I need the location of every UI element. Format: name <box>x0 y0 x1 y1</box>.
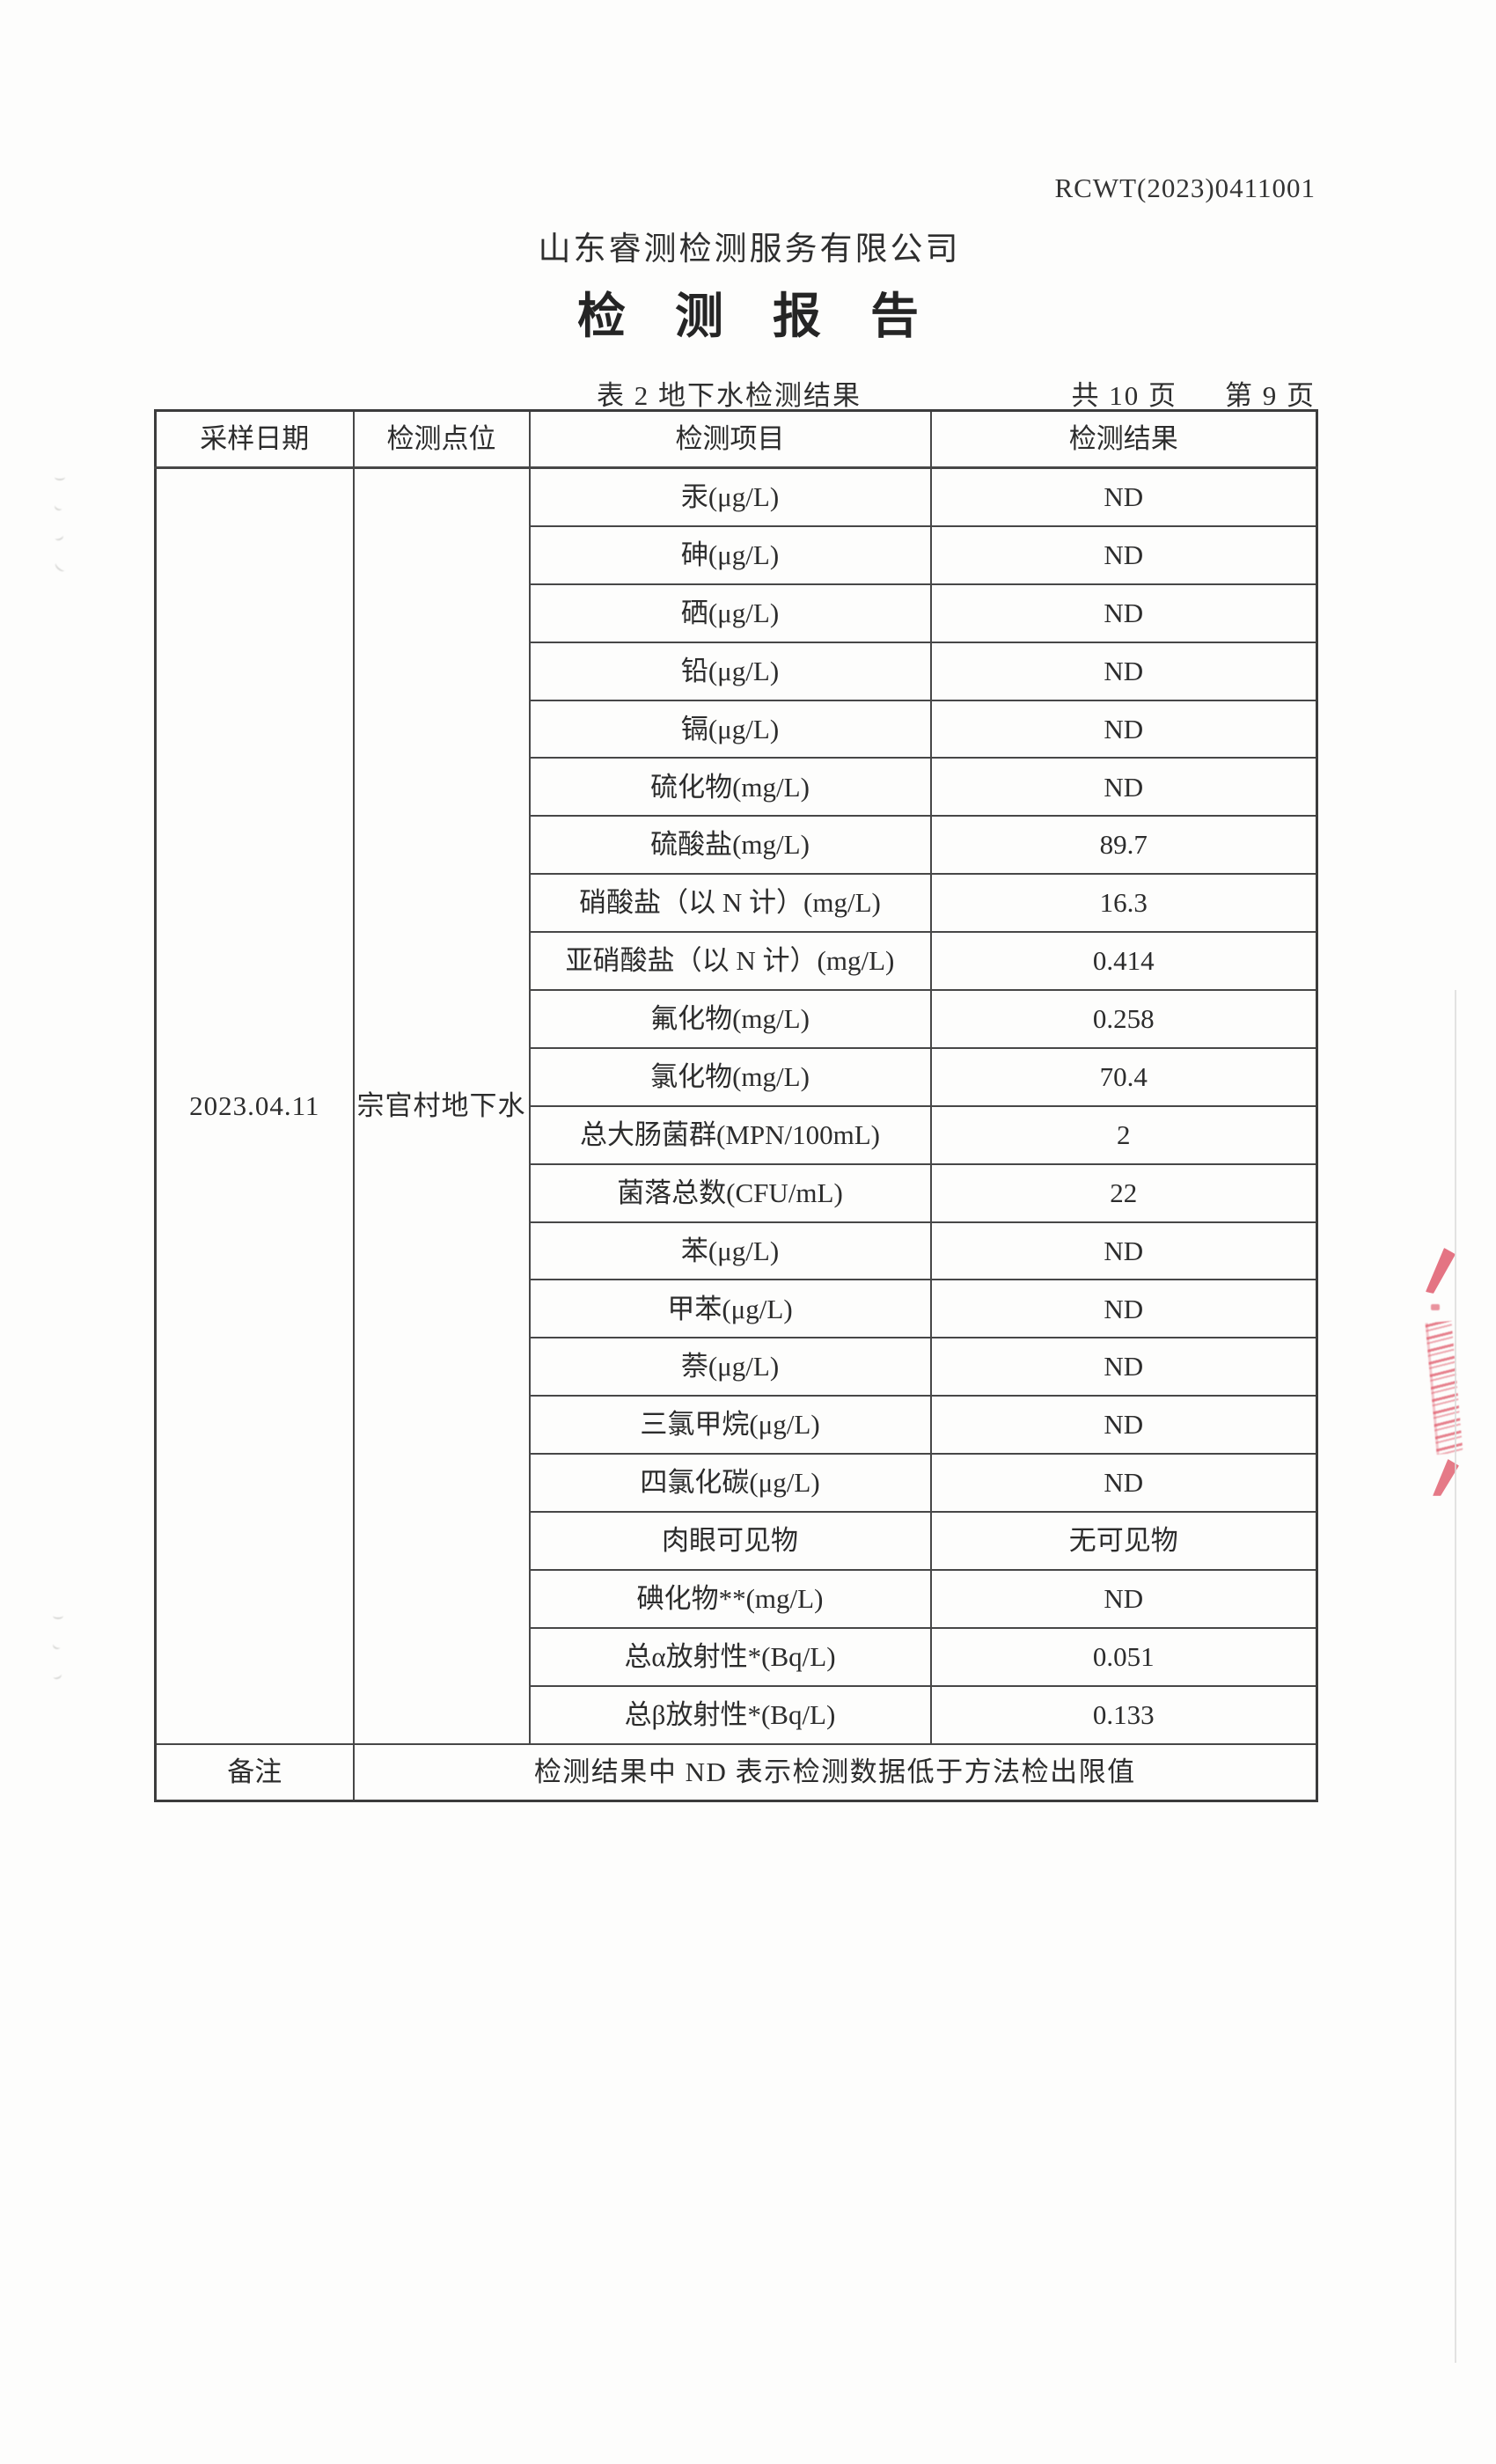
table-row: 三氯甲烷(μg/L) ND <box>156 1395 1318 1456</box>
sample-location-cell: 宗官村地下水 <box>352 466 531 1745</box>
test-item-cell: 四氯化碳(μg/L) <box>528 1453 932 1514</box>
note-row: 备注 检测结果中 ND 表示检测数据低于方法检出限值 <box>154 1742 1318 1802</box>
table-row: 铅(μg/L) ND <box>156 641 1318 701</box>
test-result-cell: 0.051 <box>929 1626 1318 1687</box>
test-result-cell: ND <box>929 583 1318 643</box>
test-item-cell: 硫酸盐(mg/L) <box>528 815 932 876</box>
table-row: 萘(μg/L) ND <box>156 1337 1318 1397</box>
scan-smudge-marks-lower <box>51 1612 63 1702</box>
red-stamp-dot <box>1431 1304 1440 1310</box>
test-item-cell: 萘(μg/L) <box>528 1337 932 1397</box>
table-row: 硫化物(mg/L) ND <box>156 757 1318 818</box>
table-row: 硒(μg/L) ND <box>156 583 1318 643</box>
test-item-cell: 三氯甲烷(μg/L) <box>528 1395 932 1456</box>
table-row: 亚硝酸盐（以 N 计）(mg/L) 0.414 <box>156 931 1318 992</box>
red-stamp-stroke-top <box>1426 1248 1456 1294</box>
test-item-cell: 砷(μg/L) <box>528 524 932 585</box>
scan-paper-edge-line <box>1455 990 1456 2363</box>
page-info: 共 10 页 第 9 页 <box>0 373 1316 413</box>
test-item-cell: 铅(μg/L) <box>528 641 932 701</box>
note-label-cell: 备注 <box>154 1742 355 1802</box>
test-item-cell: 镉(μg/L) <box>528 699 932 759</box>
test-result-cell: ND <box>929 1568 1318 1629</box>
table-row: 2023.04.11 宗官村地下水 汞(μg/L) ND <box>154 466 1318 1745</box>
table-row: 氯化物(mg/L) 70.4 <box>156 1046 1318 1107</box>
test-result-cell: ND <box>929 757 1318 818</box>
test-item-cell: 总β放射性*(Bq/L) <box>528 1684 932 1745</box>
table-caption: 表 2 地下水检测结果 <box>597 380 862 411</box>
test-result-cell: ND <box>929 1453 1318 1514</box>
test-result-cell: ND <box>929 1221 1318 1281</box>
table-row: 甲苯(μg/L) ND <box>156 1279 1318 1339</box>
header-test-result: 检测结果 <box>929 409 1318 469</box>
table-row: 氟化物(mg/L) 0.258 <box>156 989 1318 1049</box>
scan-smudge-marks-upper <box>53 473 68 593</box>
note-text-cell: 检测结果中 ND 表示检测数据低于方法检出限值 <box>352 1742 1318 1802</box>
header-sample-location: 检测点位 <box>352 409 531 469</box>
test-result-cell: ND <box>929 641 1318 701</box>
table-row: 硝酸盐（以 N 计）(mg/L) 16.3 <box>156 873 1318 934</box>
test-item-cell: 硒(μg/L) <box>528 583 932 643</box>
test-result-cell: ND <box>929 524 1318 585</box>
test-result-cell: 0.133 <box>929 1684 1318 1745</box>
test-item-cell: 汞(μg/L) <box>528 466 932 527</box>
header-sample-date: 采样日期 <box>154 409 355 469</box>
test-item-cell: 硫化物(mg/L) <box>528 757 932 818</box>
test-result-cell: 2 <box>929 1104 1318 1165</box>
table-row: 硫酸盐(mg/L) 89.7 <box>156 815 1318 876</box>
test-item-cell: 苯(μg/L) <box>528 1221 932 1281</box>
test-item-cell: 氯化物(mg/L) <box>528 1046 932 1107</box>
table-row: 苯(μg/L) ND <box>156 1221 1318 1281</box>
test-item-cell: 总α放射性*(Bq/L) <box>528 1626 932 1687</box>
test-result-cell: 0.258 <box>929 989 1318 1049</box>
test-result-cell: ND <box>929 1395 1318 1456</box>
test-result-cell: ND <box>929 1279 1318 1339</box>
test-result-cell: 22 <box>929 1162 1318 1223</box>
test-item-cell: 菌落总数(CFU/mL) <box>528 1162 932 1223</box>
table-row: 碘化物**(mg/L) ND <box>156 1568 1318 1629</box>
test-result-cell: 16.3 <box>929 873 1318 934</box>
test-item-cell: 碘化物**(mg/L) <box>528 1568 932 1629</box>
test-item-cell: 亚硝酸盐（以 N 计）(mg/L) <box>528 931 932 992</box>
test-item-cell: 氟化物(mg/L) <box>528 989 932 1049</box>
table-header-row: 采样日期 检测点位 检测项目 检测结果 <box>154 409 1318 469</box>
table-row: 总大肠菌群(MPN/100mL) 2 <box>156 1104 1318 1165</box>
red-stamp-text-fragment <box>1425 1320 1463 1456</box>
table-row: 总α放射性*(Bq/L) 0.051 <box>156 1626 1318 1687</box>
sample-date-cell: 2023.04.11 <box>154 466 355 1745</box>
report-number: RCWT(2023)0411001 <box>1054 172 1316 203</box>
test-result-cell: ND <box>929 1337 1318 1397</box>
table-row: 镉(μg/L) ND <box>156 699 1318 759</box>
page-current: 第 9 页 <box>1225 380 1316 411</box>
header-test-item: 检测项目 <box>528 409 932 469</box>
page-title: 检测报告 <box>576 290 968 343</box>
test-result-cell: 0.414 <box>929 931 1318 992</box>
test-result-cell: 70.4 <box>929 1046 1318 1107</box>
test-result-cell: ND <box>929 466 1318 527</box>
test-result-cell: ND <box>929 699 1318 759</box>
company-name: 山东睿测检测服务有限公司 <box>538 231 961 268</box>
test-item-cell: 肉眼可见物 <box>528 1511 932 1571</box>
test-item-cell: 硝酸盐（以 N 计）(mg/L) <box>528 873 932 934</box>
table-row: 菌落总数(CFU/mL) 22 <box>156 1162 1318 1223</box>
test-item-cell: 总大肠菌群(MPN/100mL) <box>528 1104 932 1165</box>
test-result-cell: 无可见物 <box>929 1511 1318 1571</box>
pages-total: 共 10 页 <box>1071 380 1177 411</box>
table-row: 砷(μg/L) ND <box>156 524 1318 585</box>
test-item-cell: 甲苯(μg/L) <box>528 1279 932 1339</box>
test-result-cell: 89.7 <box>929 815 1318 876</box>
results-table: 采样日期 检测点位 检测项目 检测结果 2023.04.11 宗官村地下水 汞(μg… <box>154 409 1318 1802</box>
table-row: 肉眼可见物 无可见物 <box>156 1511 1318 1571</box>
table-row: 四氯化碳(μg/L) ND <box>156 1453 1318 1514</box>
table-row: 总β放射性*(Bq/L) 0.133 <box>156 1684 1318 1745</box>
